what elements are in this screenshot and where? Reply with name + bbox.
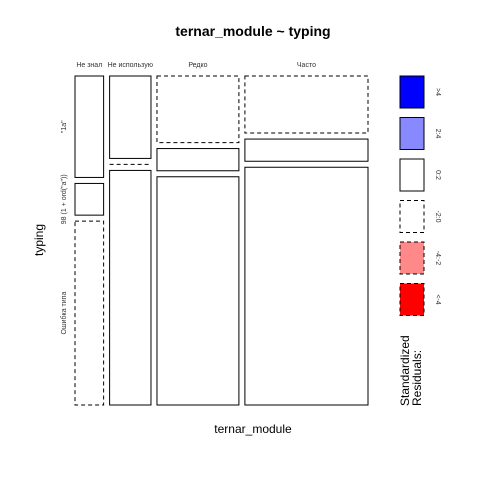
row-label-2: Ошибка типа bbox=[60, 292, 68, 335]
tile-1-0 bbox=[109, 75, 152, 159]
row-labels: "1a" 98 (1 + ord("a")) Ошибка типа bbox=[60, 120, 68, 335]
legend: >4 2:4 0:2 -2:0 -4:-2 <-4 bbox=[399, 75, 441, 316]
legend-swatch-0 bbox=[399, 75, 425, 109]
legend-title: StandardizedResiduals: bbox=[398, 335, 424, 406]
legend-swatch-4 bbox=[399, 241, 425, 275]
legend-swatch-1 bbox=[399, 117, 425, 150]
legend-label-5: <-4 bbox=[434, 294, 441, 304]
legend-swatch-3 bbox=[399, 200, 425, 233]
tile-2-0 bbox=[156, 75, 240, 144]
tile-3-1 bbox=[244, 138, 369, 162]
y-axis-label: typing bbox=[32, 224, 46, 256]
column-labels: Не знал Не использую Редко Часто bbox=[76, 62, 316, 69]
row-label-1: 98 (1 + ord("a")) bbox=[61, 174, 68, 224]
tile-0-1 bbox=[74, 182, 105, 216]
column-label-2: Редко bbox=[188, 62, 207, 69]
tile-2-2 bbox=[156, 176, 240, 406]
column-label-0: Не знал bbox=[76, 62, 102, 69]
tile-1-2 bbox=[109, 169, 152, 406]
legend-label-3: -2:0 bbox=[434, 210, 441, 222]
legend-label-4: -4:-2 bbox=[434, 251, 441, 266]
column-label-3: Часто bbox=[297, 62, 316, 69]
legend-label-2: 0:2 bbox=[434, 170, 441, 180]
chart-title: ternar_module ~ typing bbox=[175, 23, 330, 39]
tile-0-0 bbox=[74, 75, 105, 178]
tile-0-2 bbox=[74, 220, 105, 406]
tile-2-1 bbox=[156, 148, 240, 172]
tile-3-0 bbox=[244, 75, 369, 134]
row-label-0: "1a" bbox=[61, 120, 68, 133]
legend-label-1: 2:4 bbox=[434, 129, 441, 139]
legend-swatch-5 bbox=[399, 283, 425, 316]
tile-3-2 bbox=[244, 166, 369, 406]
legend-title-line-1: Residuals: bbox=[410, 350, 424, 406]
x-axis-label: ternar_module bbox=[214, 422, 292, 436]
legend-swatch-2 bbox=[399, 158, 425, 192]
mosaic-tiles bbox=[74, 75, 369, 406]
legend-title-line-0: Standardized bbox=[398, 335, 412, 406]
column-label-1: Не использую bbox=[108, 62, 153, 69]
legend-label-0: >4 bbox=[434, 88, 441, 96]
